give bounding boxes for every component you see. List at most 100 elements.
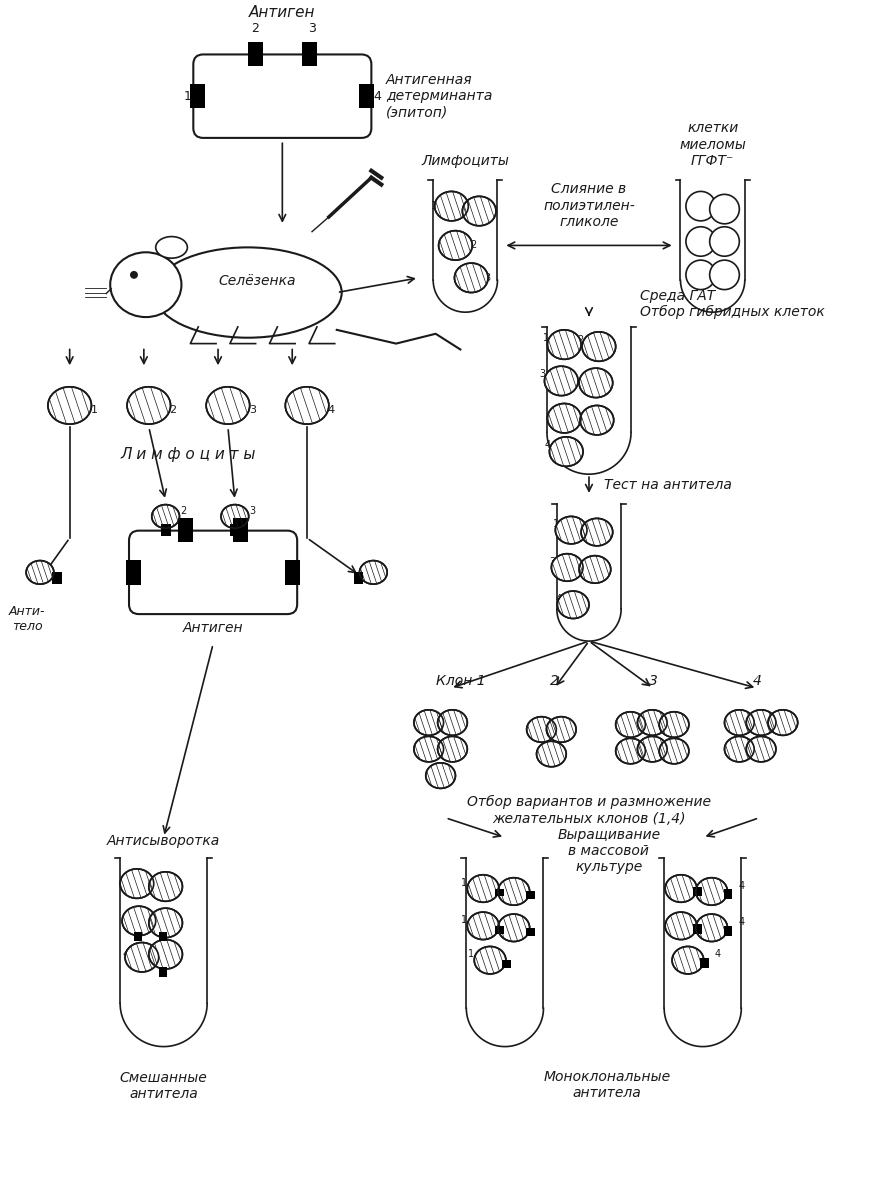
Text: 1: 1 — [492, 881, 498, 890]
Ellipse shape — [724, 710, 754, 736]
Text: 4: 4 — [328, 406, 335, 415]
Text: 1: 1 — [462, 914, 468, 925]
Circle shape — [130, 271, 138, 278]
Bar — [692, 887, 702, 896]
Bar — [126, 560, 141, 584]
Text: Отбор вариантов и размножение
желательных клонов (1,4): Отбор вариантов и размножение желательны… — [467, 796, 711, 826]
Circle shape — [686, 260, 715, 289]
Text: Выращивание
в массовой
культуре: Выращивание в массовой культуре — [557, 828, 661, 874]
Ellipse shape — [455, 263, 488, 293]
Text: 4: 4 — [707, 914, 714, 925]
Bar — [526, 892, 535, 899]
Text: 1: 1 — [462, 877, 468, 888]
Ellipse shape — [547, 330, 581, 359]
Text: Слияние в
полиэтилен-
гликоле: Слияние в полиэтилен- гликоле — [543, 182, 635, 229]
Ellipse shape — [125, 942, 159, 972]
Text: 2: 2 — [174, 880, 181, 889]
Ellipse shape — [467, 875, 499, 902]
Text: 4: 4 — [555, 594, 561, 604]
Ellipse shape — [48, 386, 92, 424]
Ellipse shape — [616, 738, 646, 764]
Text: 4: 4 — [738, 881, 744, 890]
Ellipse shape — [746, 737, 776, 762]
Text: 2: 2 — [169, 406, 177, 415]
Ellipse shape — [414, 710, 443, 736]
Text: 1: 1 — [543, 332, 549, 343]
Text: 3: 3 — [308, 23, 316, 35]
Text: 2: 2 — [251, 23, 259, 35]
Bar — [159, 931, 167, 941]
Text: 1: 1 — [183, 90, 191, 103]
Text: 4: 4 — [738, 917, 744, 926]
Text: 4: 4 — [707, 877, 714, 888]
Bar — [302, 42, 317, 66]
Text: Антигенная
детерминанта
(эпитоп): Антигенная детерминанта (эпитоп) — [386, 73, 492, 119]
Ellipse shape — [580, 406, 614, 434]
Bar — [359, 84, 374, 108]
Ellipse shape — [665, 875, 697, 902]
Ellipse shape — [558, 592, 589, 618]
Bar — [495, 926, 504, 934]
Ellipse shape — [672, 947, 704, 974]
Ellipse shape — [579, 368, 612, 397]
Text: Антиген: Антиген — [249, 5, 315, 19]
Ellipse shape — [546, 716, 576, 743]
Bar — [248, 42, 263, 66]
Text: Лимфоциты: Лимфоциты — [421, 154, 509, 168]
Ellipse shape — [426, 763, 455, 788]
Ellipse shape — [659, 712, 689, 737]
Text: 4: 4 — [752, 674, 761, 689]
Ellipse shape — [638, 710, 667, 736]
Ellipse shape — [552, 553, 583, 581]
Text: 1: 1 — [91, 406, 98, 415]
Ellipse shape — [537, 742, 566, 767]
Ellipse shape — [438, 710, 467, 736]
Text: Смешанные
антитела: Смешанные антитела — [120, 1072, 208, 1102]
Text: клетки
миеломы
ГГФТ⁻: клетки миеломы ГГФТ⁻ — [679, 121, 746, 168]
Text: 4: 4 — [492, 206, 498, 216]
Text: 1: 1 — [431, 202, 437, 211]
Text: 2: 2 — [470, 240, 477, 251]
Ellipse shape — [434, 192, 469, 221]
Bar — [159, 967, 167, 977]
Text: 2: 2 — [550, 674, 559, 689]
Ellipse shape — [149, 872, 182, 901]
Ellipse shape — [527, 716, 556, 743]
Ellipse shape — [467, 912, 499, 940]
Text: 4: 4 — [714, 949, 721, 959]
Ellipse shape — [285, 386, 329, 424]
Text: 3: 3 — [248, 406, 255, 415]
Bar — [285, 560, 300, 584]
Ellipse shape — [696, 914, 728, 942]
Ellipse shape — [616, 712, 646, 737]
Text: Антиген: Антиген — [182, 622, 243, 636]
Bar — [52, 572, 62, 584]
Text: 2: 2 — [181, 506, 187, 516]
Bar — [700, 959, 708, 968]
Bar — [502, 960, 511, 968]
Text: 3: 3 — [648, 674, 658, 689]
Ellipse shape — [156, 236, 188, 258]
Text: Селёзенка: Селёзенка — [218, 274, 296, 288]
Ellipse shape — [438, 737, 467, 762]
Bar — [160, 524, 171, 536]
Bar — [692, 924, 702, 934]
Text: 1: 1 — [492, 917, 498, 926]
Text: 4: 4 — [374, 90, 381, 103]
Ellipse shape — [547, 403, 581, 433]
Text: 3: 3 — [484, 272, 490, 283]
Text: 4: 4 — [122, 949, 130, 959]
Ellipse shape — [659, 738, 689, 764]
Ellipse shape — [696, 877, 728, 905]
Ellipse shape — [555, 516, 587, 544]
Text: 3: 3 — [249, 506, 255, 516]
Text: 1: 1 — [469, 949, 475, 959]
Ellipse shape — [665, 912, 697, 940]
Text: 2: 2 — [579, 521, 585, 532]
Bar — [179, 518, 193, 542]
Ellipse shape — [463, 197, 496, 226]
Ellipse shape — [221, 505, 248, 528]
Ellipse shape — [638, 737, 667, 762]
Ellipse shape — [127, 386, 171, 424]
Circle shape — [686, 227, 715, 257]
